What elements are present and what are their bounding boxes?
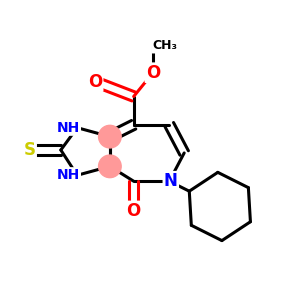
Text: O: O [146, 64, 160, 82]
Text: N: N [164, 172, 178, 190]
Text: CH₃: CH₃ [152, 40, 177, 52]
Text: O: O [127, 202, 141, 220]
Circle shape [99, 155, 121, 178]
Text: S: S [24, 141, 36, 159]
Circle shape [99, 125, 121, 148]
Text: NH: NH [57, 121, 80, 135]
Text: NH: NH [57, 168, 80, 182]
Text: O: O [88, 73, 102, 91]
